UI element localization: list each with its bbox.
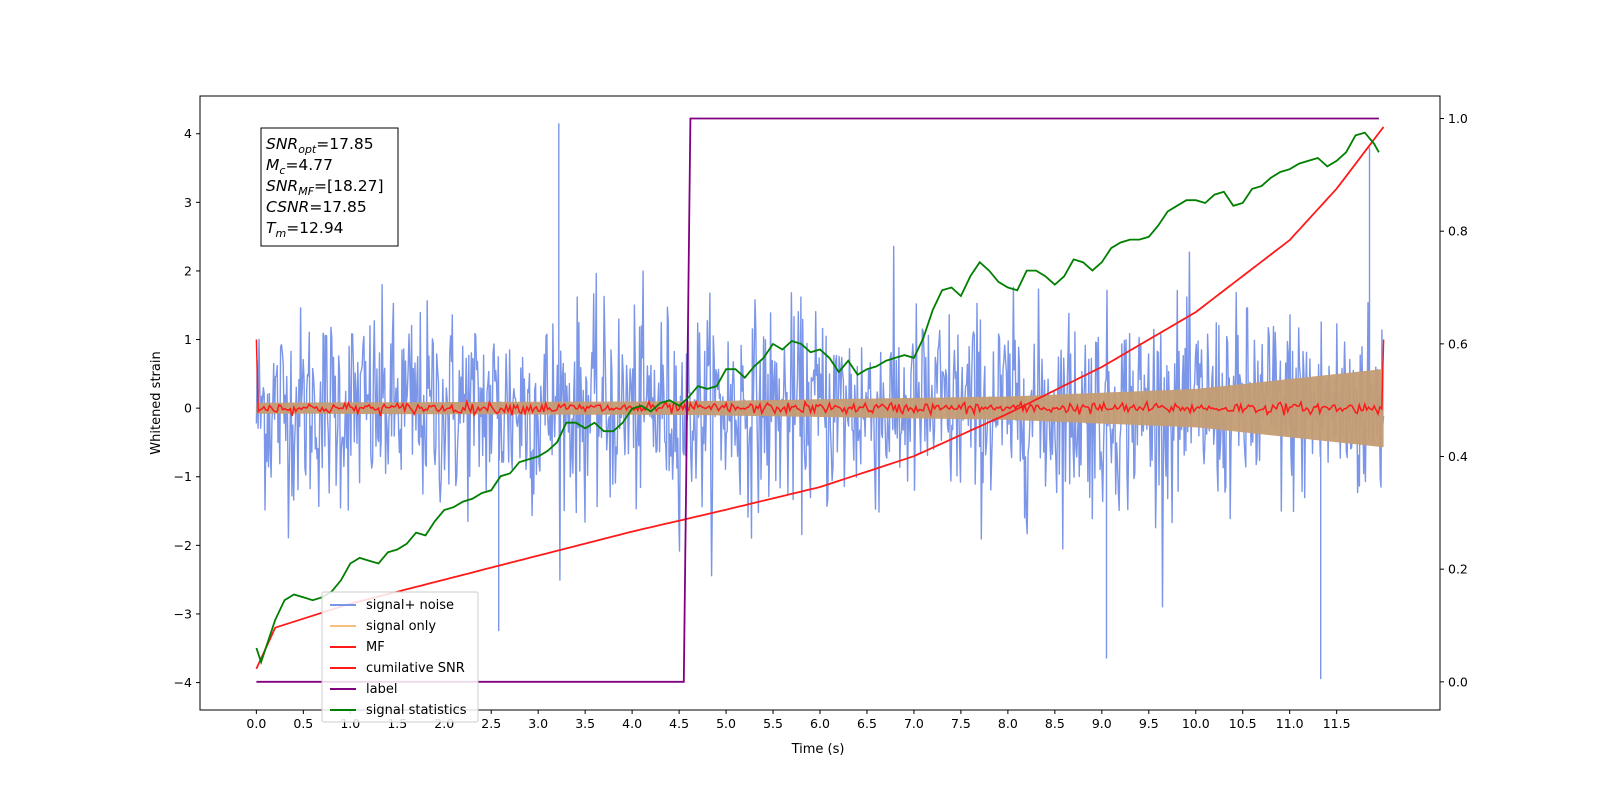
x-tick-label: 11.0 <box>1276 716 1304 731</box>
y-axis-right: 0.0 0.2 0.4 0.6 0.8 1.0 <box>1440 111 1468 689</box>
legend-label-signal-only: signal only <box>366 619 436 634</box>
y2-tick-label: 0.0 <box>1448 674 1468 689</box>
legend-label-signal-statistics: signal statistics <box>366 703 467 718</box>
x-axis-label: Time (s) <box>791 742 845 757</box>
legend-label-signal-noise: signal+ noise <box>366 598 454 613</box>
tm-annotation: Tm=12.94 <box>266 219 344 240</box>
x-tick-label: 9.5 <box>1139 716 1159 731</box>
series-signal-statistics <box>255 131 1380 665</box>
y-tick-label: −1 <box>174 469 192 484</box>
y2-tick-label: 0.4 <box>1448 449 1468 464</box>
y2-tick-label: 0.8 <box>1448 224 1468 239</box>
legend-frame <box>321 591 479 723</box>
y-tick-label: −4 <box>174 675 192 690</box>
x-tick-label: 0.0 <box>246 716 266 731</box>
legend-label-label: label <box>366 682 397 697</box>
y-tick-label: 3 <box>184 195 192 210</box>
series-mf <box>255 339 1385 418</box>
y-axis-left: −4 −3 −2 −1 0 1 2 3 4 <box>174 126 200 690</box>
x-tick-label: 10.0 <box>1182 716 1210 731</box>
x-tick-label: 7.5 <box>951 716 971 731</box>
snr-opt-annotation: SNRopt=17.85 <box>266 135 374 156</box>
x-tick-label: 2.5 <box>481 716 501 731</box>
series-signal-noise <box>255 123 1385 680</box>
y-tick-label: 4 <box>184 126 192 141</box>
x-tick-label: 9.0 <box>1092 716 1112 731</box>
x-tick-label: 4.5 <box>669 716 689 731</box>
legend-label-mf: MF <box>366 640 385 655</box>
x-tick-label: 10.5 <box>1229 716 1257 731</box>
series-signal-only <box>256 369 1384 448</box>
x-tick-label: 6.5 <box>857 716 877 731</box>
legend-label-cumulative-snr: cumilative SNR <box>366 661 465 676</box>
x-tick-label: 11.5 <box>1323 716 1351 731</box>
x-tick-label: 5.0 <box>716 716 736 731</box>
snr-mf-annotation: SNRMF=[18.27] <box>266 177 384 198</box>
legend: signal+ noise signal only MF cumilative … <box>321 591 479 723</box>
y2-tick-label: 0.2 <box>1448 562 1468 577</box>
x-tick-label: 0.5 <box>293 716 313 731</box>
x-tick-label: 8.0 <box>998 716 1018 731</box>
y-tick-label: 0 <box>184 401 192 416</box>
y-tick-label: 2 <box>184 263 192 278</box>
x-tick-label: 4.0 <box>622 716 642 731</box>
x-tick-label: 3.0 <box>528 716 548 731</box>
x-tick-label: 8.5 <box>1045 716 1065 731</box>
y2-tick-label: 0.6 <box>1448 336 1468 351</box>
mc-annotation: Mc=4.77 <box>266 156 333 177</box>
metrics-annotation-box: SNRopt=17.85 Mc=4.77 SNRMF=[18.27] CSNR=… <box>260 127 399 247</box>
x-tick-label: 6.0 <box>810 716 830 731</box>
y-tick-label: 1 <box>184 332 192 347</box>
series-cumulative-snr <box>255 126 1385 670</box>
x-tick-label: 7.0 <box>904 716 924 731</box>
x-tick-label: 5.5 <box>763 716 783 731</box>
csnr-annotation: CSNR=17.85 <box>266 198 367 216</box>
y-tick-label: −2 <box>174 538 192 553</box>
y2-tick-label: 1.0 <box>1448 111 1468 126</box>
x-tick-label: 3.5 <box>575 716 595 731</box>
y-tick-label: −3 <box>174 606 192 621</box>
y-axis-label: Whitened strain <box>149 351 164 454</box>
